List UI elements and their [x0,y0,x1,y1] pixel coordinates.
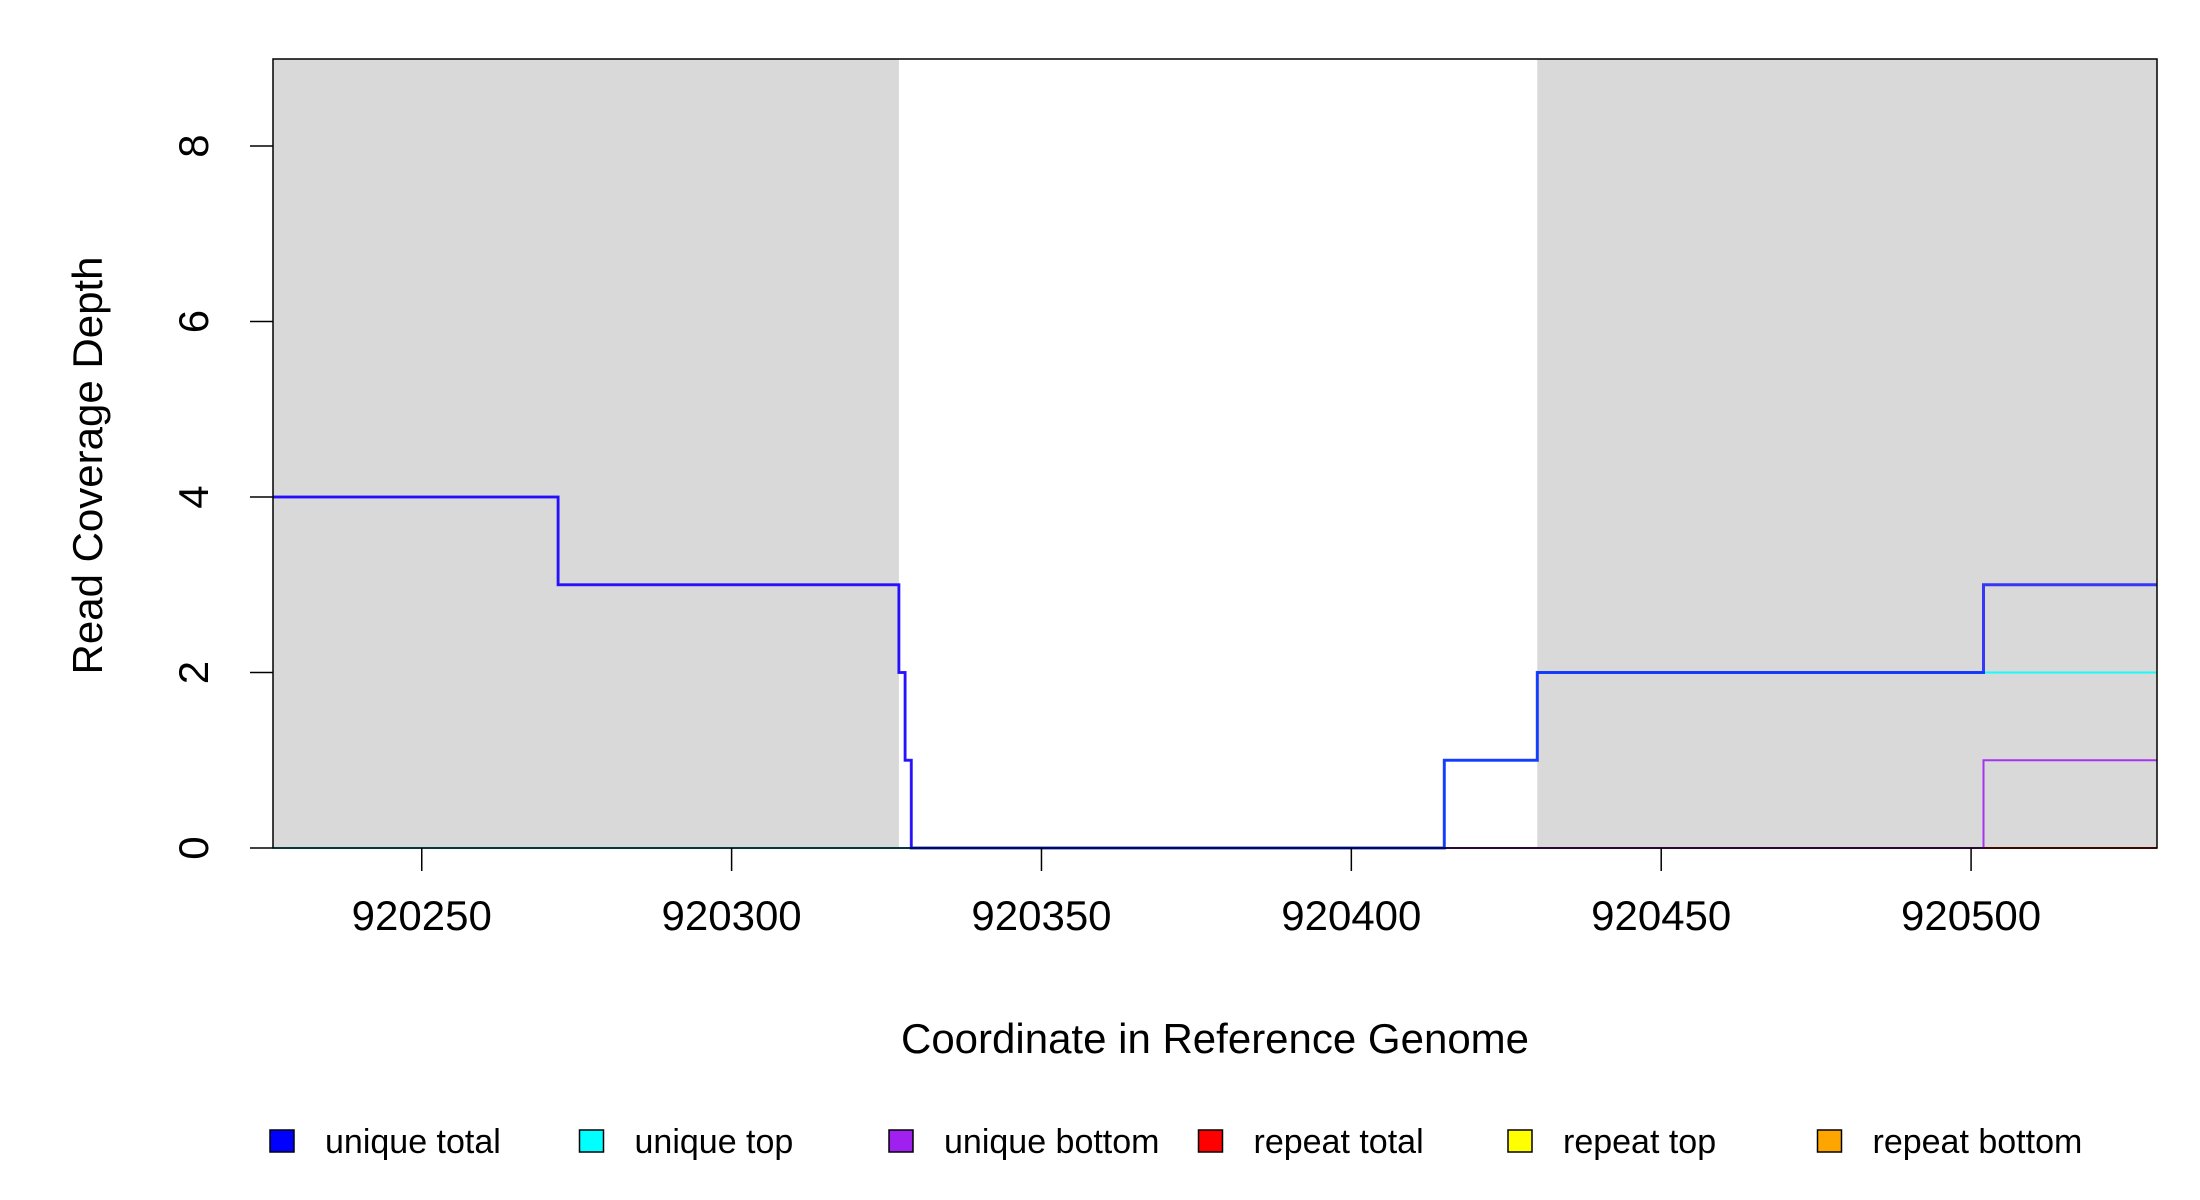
x-axis-label: Coordinate in Reference Genome [901,1015,1529,1062]
y-tick-label: 0 [170,836,217,859]
legend-label-repeat-top: repeat top [1563,1123,1716,1161]
legend: unique total unique top unique bottom repea… [269,1123,2083,1161]
x-tick-label: 920450 [1591,892,1731,939]
x-tick-label: 920350 [971,892,1111,939]
x-axis: 920250 920300 920350 920400 920450 920500 [352,848,2041,939]
legend-label-unique-top: unique top [635,1123,794,1161]
shaded-regions [273,59,2157,848]
plot-frame [272,58,2158,849]
legend-swatch-repeat-total [1197,1129,1224,1153]
x-tick-label: 920500 [1901,892,2041,939]
y-axis: 0 2 4 6 8 [170,134,273,860]
y-axis-label: Read Coverage Depth [64,257,111,675]
legend-swatch-repeat-top [1507,1129,1533,1153]
y-tick-label: 6 [170,310,217,333]
legend-swatch-unique-top [578,1129,605,1153]
legend-swatch-unique-bottom [888,1129,914,1153]
y-tick-label: 2 [170,661,217,684]
y-tick-label: 4 [170,485,217,508]
legend-label-unique-bottom: unique bottom [944,1123,1160,1161]
x-tick-label: 920300 [662,892,802,939]
x-tick-label: 920400 [1281,892,1421,939]
legend-swatch-unique-total [269,1129,295,1153]
legend-label-repeat-total: repeat total [1254,1123,1424,1161]
x-tick-label: 920250 [352,892,492,939]
shaded-region-1 [273,59,899,848]
y-tick-label: 8 [170,134,217,157]
legend-swatch-repeat-bottom [1816,1129,1843,1153]
legend-label-unique-total: unique total [325,1123,501,1161]
shaded-region-2 [1537,59,2157,848]
series-unique-total [273,495,2157,850]
legend-label-repeat-bottom: repeat bottom [1873,1123,2083,1161]
